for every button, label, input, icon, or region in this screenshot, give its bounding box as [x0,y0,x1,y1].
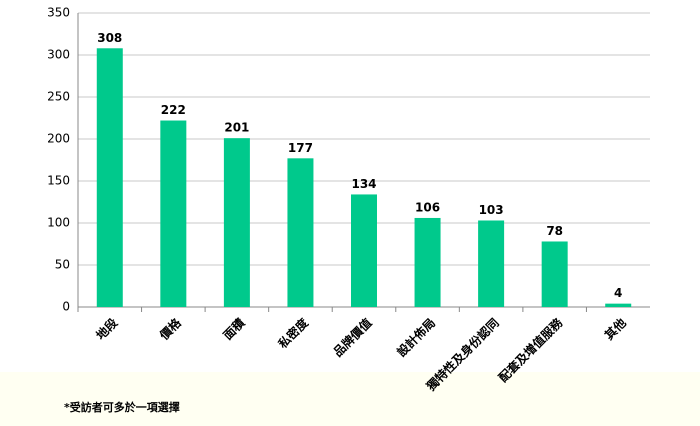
x-tick-label: 價格 [156,314,185,343]
y-tick-label: 150 [47,174,70,188]
y-tick-label: 200 [47,132,70,146]
value-label: 222 [161,103,186,117]
value-label: 177 [288,141,313,155]
x-tick-label: 品牌價值 [330,315,375,360]
value-label: 308 [97,31,122,45]
bar [478,220,505,307]
value-label: 201 [224,121,249,135]
x-tick-label: 地段 [93,314,121,342]
value-label: 4 [614,286,622,300]
bar [96,48,123,307]
value-label: 78 [546,224,563,238]
y-tick-label: 50 [55,258,70,272]
value-label: 103 [479,203,504,217]
x-tick-label: 私密度 [274,314,311,351]
value-label: 106 [415,200,440,214]
value-label: 134 [351,177,376,191]
bar [414,217,441,307]
x-tick-label: 其他 [601,315,629,343]
y-tick-label: 100 [47,216,70,230]
bar [223,138,250,307]
x-tick-label: 設計佈局 [394,315,439,360]
y-tick-label: 250 [47,90,70,104]
x-tick-label: 面積 [220,314,248,342]
bar [160,120,187,308]
footnote-area [0,372,700,426]
footnote: *受訪者可多於一項選擇 [64,400,180,414]
bar [605,303,632,307]
bar [287,158,314,307]
bar [351,194,377,307]
y-tick-label: 300 [47,48,70,62]
bar [541,241,568,307]
y-tick-label: 350 [47,6,70,20]
y-tick-label: 0 [62,300,70,314]
